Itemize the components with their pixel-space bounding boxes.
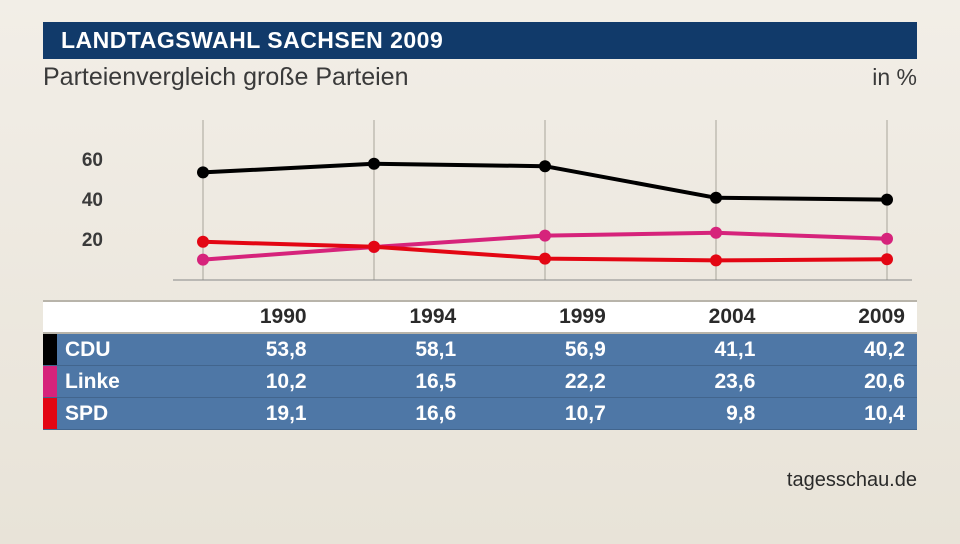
- table-cell: 22,2: [486, 370, 636, 394]
- table-cell: 23,6: [636, 370, 786, 394]
- line-chart: 20 40 60: [43, 110, 917, 290]
- table-header-row: 19901994199920042009: [43, 300, 917, 334]
- table-cell: 40,2: [785, 338, 917, 362]
- data-table: 19901994199920042009 CDU53,858,156,941,1…: [43, 300, 917, 430]
- table-cell: 19,1: [187, 402, 337, 426]
- svg-text:40: 40: [82, 190, 103, 211]
- table-row: CDU53,858,156,941,140,2: [43, 334, 917, 366]
- table-header-cell: 1994: [337, 305, 487, 329]
- table-cell: 53,8: [187, 338, 337, 362]
- svg-text:20: 20: [82, 230, 103, 251]
- table-cell: 41,1: [636, 338, 786, 362]
- party-name: Linke: [57, 370, 187, 394]
- unit-label: in %: [872, 64, 917, 91]
- subtitle: Parteienvergleich große Parteien: [43, 63, 408, 92]
- table-cell: 10,2: [187, 370, 337, 394]
- table-body: CDU53,858,156,941,140,2Linke10,216,522,2…: [43, 334, 917, 430]
- table-header-cell: 2004: [636, 305, 786, 329]
- subtitle-row: Parteienvergleich große Parteien in %: [43, 63, 917, 92]
- table-header-cell: 1999: [486, 305, 636, 329]
- table-row: SPD19,116,610,79,810,4: [43, 398, 917, 430]
- table-cell: 16,5: [337, 370, 487, 394]
- table-cell: 10,4: [785, 402, 917, 426]
- party-name: SPD: [57, 402, 187, 426]
- title-bar: LANDTAGSWAHL SACHSEN 2009: [43, 22, 917, 59]
- table-header-cell: 1990: [187, 305, 337, 329]
- table-header-cell: 2009: [785, 305, 917, 329]
- table-cell: 20,6: [785, 370, 917, 394]
- table-cell: 16,6: [337, 402, 487, 426]
- page-title: LANDTAGSWAHL SACHSEN 2009: [61, 27, 443, 54]
- svg-text:60: 60: [82, 150, 103, 171]
- table-cell: 10,7: [486, 402, 636, 426]
- table-cell: 58,1: [337, 338, 487, 362]
- party-swatch: [43, 366, 57, 397]
- source-label: tagesschau.de: [787, 469, 917, 492]
- party-swatch: [43, 334, 57, 365]
- party-name: CDU: [57, 338, 187, 362]
- table-cell: 56,9: [486, 338, 636, 362]
- chart-svg: 20 40 60: [43, 110, 917, 290]
- table-cell: 9,8: [636, 402, 786, 426]
- table-row: Linke10,216,522,223,620,6: [43, 366, 917, 398]
- party-swatch: [43, 398, 57, 429]
